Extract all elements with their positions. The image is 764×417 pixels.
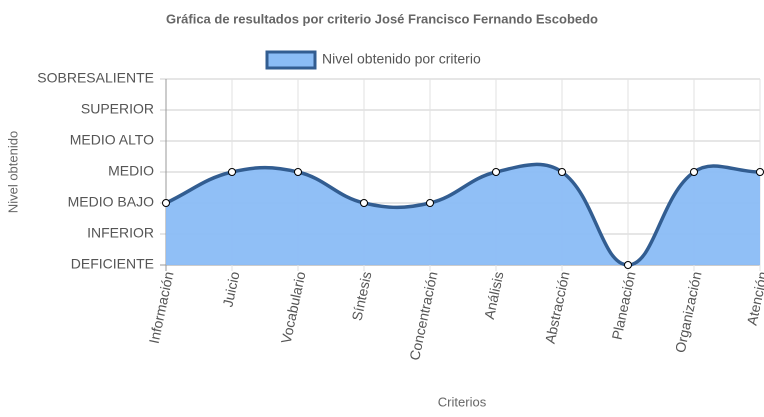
x-tick-label: Análisis xyxy=(481,270,507,321)
legend-swatch xyxy=(265,50,317,70)
x-tick-label: Concentración xyxy=(406,270,440,362)
point xyxy=(756,168,764,176)
y-tick-label: INFERIOR xyxy=(87,225,154,241)
line xyxy=(165,162,761,267)
point xyxy=(360,199,368,207)
y-axis-title: Nivel obtenido xyxy=(5,131,20,213)
point xyxy=(690,168,698,176)
y-tick-label: MEDIO xyxy=(108,163,154,179)
legend-label: Nivel obtenido por criterio xyxy=(322,51,481,67)
point xyxy=(492,168,500,176)
y-tick-label: MEDIO ALTO xyxy=(70,132,154,148)
x-axis-title: Criterios xyxy=(438,394,487,409)
x-tick-label: Síntesis xyxy=(349,270,375,322)
y-tick-label: MEDIO BAJO xyxy=(68,194,154,210)
point xyxy=(294,168,302,176)
x-tick-label: Abstracción xyxy=(542,270,573,345)
point xyxy=(228,168,236,176)
x-tick-label: Atención xyxy=(744,270,764,327)
chart-title: Gráfica de resultados por criterio José … xyxy=(166,11,598,26)
y-tick-label: DEFICIENTE xyxy=(71,256,154,272)
y-tick-label: SOBRESALIENTE xyxy=(37,70,154,86)
point xyxy=(162,199,170,207)
x-tick-label: Organización xyxy=(672,270,705,354)
x-tick-label: Planeación xyxy=(609,270,639,341)
point xyxy=(426,199,434,207)
x-tick-label: Juicio xyxy=(219,270,242,309)
x-tick-label: Información xyxy=(146,270,177,345)
y-tick-label: SUPERIOR xyxy=(81,101,154,117)
point xyxy=(624,261,632,269)
x-tick-label: Vocabulario xyxy=(278,270,309,345)
point xyxy=(558,168,566,176)
area xyxy=(166,164,760,265)
